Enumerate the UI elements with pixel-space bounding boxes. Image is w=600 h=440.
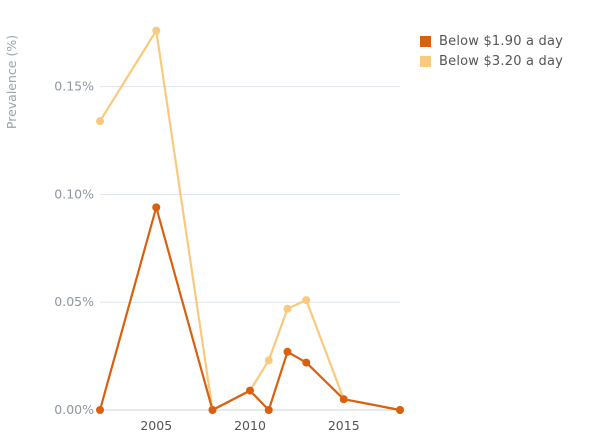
data-point: [264, 356, 273, 365]
data-point: [283, 304, 292, 313]
data-point: [302, 358, 311, 367]
data-point: [302, 296, 311, 305]
series-lines: [98, 29, 402, 412]
series-line: [98, 206, 402, 412]
data-point: [96, 406, 104, 414]
gridlines: [100, 86, 400, 411]
data-point: [152, 26, 161, 35]
data-point: [264, 406, 273, 414]
data-point: [96, 117, 104, 126]
series-points: [96, 26, 404, 414]
legend-item[interactable]: Below $1.90 a day: [420, 31, 563, 51]
data-point: [246, 386, 254, 395]
x-tick-label: 2010: [234, 418, 266, 433]
legend-label: Below $3.20 a day: [439, 53, 564, 69]
legend-item[interactable]: Below $3.20 a day: [420, 51, 563, 71]
legend-label: Below $1.90 a day: [439, 33, 564, 49]
data-point: [208, 406, 217, 414]
series-line: [98, 29, 402, 412]
y-axis-label: Prevalence (%): [4, 35, 19, 129]
y-tick-label: 0.10%: [54, 186, 94, 201]
data-point: [283, 347, 292, 356]
y-tick-label: 0.15%: [54, 79, 94, 94]
x-tick-label: 2015: [328, 418, 360, 433]
data-point: [396, 406, 404, 414]
legend-swatch: [420, 35, 431, 47]
data-point: [339, 395, 348, 404]
legend: Below $1.90 a day Below $3.20 a day: [420, 31, 563, 71]
legend-swatch: [420, 55, 431, 67]
y-tick-label: 0.00%: [54, 402, 94, 417]
y-tick-label: 0.05%: [54, 294, 94, 309]
data-point: [152, 203, 161, 212]
x-tick-label: 2005: [140, 418, 172, 433]
axes: 0.00% 0.05% 0.10% 0.15% 2005 2010 2015: [54, 79, 359, 433]
